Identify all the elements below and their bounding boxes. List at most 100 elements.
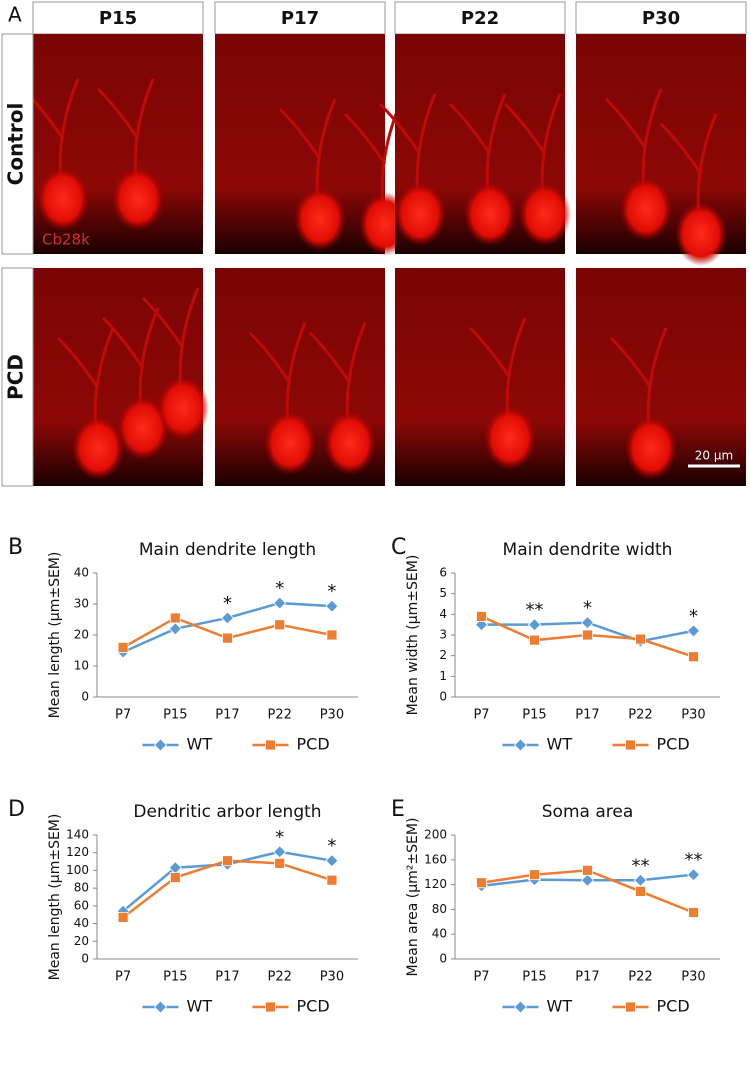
data-point <box>222 632 233 644</box>
significance-mark: * <box>223 593 232 614</box>
significance-mark: ** <box>632 855 650 876</box>
y-tick-label: 3 <box>439 628 447 642</box>
y-tick-label: 0 <box>439 952 447 966</box>
y-tick-label: 80 <box>74 881 89 895</box>
panel-label: D <box>8 797 25 822</box>
x-tick-label: P7 <box>115 708 131 723</box>
significance-mark: ** <box>685 850 703 871</box>
legend-label: PCD <box>657 997 690 1016</box>
soma <box>484 406 536 470</box>
y-tick-label: 80 <box>432 902 447 916</box>
data-point <box>169 612 181 624</box>
x-tick-label: P7 <box>473 708 489 723</box>
x-tick-label: P22 <box>628 708 652 723</box>
x-tick-label: P30 <box>681 708 705 723</box>
data-point <box>476 877 487 889</box>
y-axis-label: Mean length (µm±SEM) <box>47 552 63 719</box>
legend-label: WT <box>547 997 573 1016</box>
data-point <box>325 599 339 613</box>
data-point <box>688 907 699 918</box>
y-tick-label: 160 <box>424 852 447 866</box>
x-tick-label: P30 <box>681 970 705 985</box>
legend-marker <box>265 739 276 751</box>
column-header-box <box>32 1 204 35</box>
data-point <box>580 873 595 887</box>
y-tick-label: 6 <box>439 566 447 580</box>
soma <box>112 167 164 231</box>
x-tick-label: P30 <box>320 708 344 723</box>
y-tick-label: 20 <box>74 628 89 642</box>
data-point <box>527 618 542 632</box>
micrograph <box>395 268 565 486</box>
data-point <box>220 611 235 625</box>
y-tick-label: 20 <box>74 934 89 948</box>
soma <box>394 182 446 246</box>
data-point <box>325 854 339 868</box>
data-point <box>635 886 646 897</box>
data-point <box>222 855 233 867</box>
chart-title: Soma area <box>542 802 633 822</box>
data-point <box>688 651 699 663</box>
y-axis-label: Mean width (µm±SEM) <box>405 555 421 716</box>
y-tick-label: 0 <box>81 690 89 704</box>
soma <box>675 202 727 266</box>
y-tick-label: 40 <box>74 916 89 930</box>
panel-label: E <box>391 797 405 822</box>
soma <box>519 182 571 246</box>
legend-marker <box>265 1001 276 1013</box>
y-tick-label: 0 <box>439 690 447 704</box>
data-point <box>686 868 701 882</box>
x-tick-label: P22 <box>628 970 652 985</box>
scale-bar-label: 20 µm <box>695 449 733 463</box>
x-tick-label: P15 <box>163 970 187 985</box>
legend-label: WT <box>187 997 213 1016</box>
x-tick-label: P7 <box>115 970 131 985</box>
x-tick-label: P17 <box>575 970 599 985</box>
x-tick-label: P30 <box>320 970 344 985</box>
y-tick-label: 40 <box>74 566 89 580</box>
y-tick-label: 4 <box>439 607 447 621</box>
chart-title: Main dendrite width <box>503 540 673 560</box>
soma <box>625 416 677 480</box>
column-header: P17 <box>281 8 319 29</box>
soma <box>37 167 89 231</box>
stain-label: Cb28k <box>42 231 90 249</box>
data-point <box>686 624 701 638</box>
x-tick-label: P7 <box>473 970 489 985</box>
soma <box>464 182 516 246</box>
x-tick-label: P15 <box>522 708 546 723</box>
y-tick-label: 40 <box>432 927 447 941</box>
legend-label: WT <box>547 735 573 754</box>
x-tick-label: P22 <box>268 708 292 723</box>
x-tick-label: P15 <box>522 970 546 985</box>
significance-mark: * <box>275 827 284 848</box>
data-point <box>273 845 287 859</box>
significance-mark: * <box>327 581 336 602</box>
soma <box>72 416 124 480</box>
column-header: P15 <box>99 8 137 29</box>
y-tick-label: 30 <box>74 597 89 611</box>
y-tick-label: 1 <box>439 669 447 683</box>
x-tick-label: P17 <box>215 970 239 985</box>
soma <box>117 396 169 460</box>
panel-label: C <box>391 535 406 560</box>
y-tick-label: 140 <box>66 828 89 842</box>
y-tick-label: 10 <box>74 659 89 673</box>
x-tick-label: P17 <box>575 708 599 723</box>
y-tick-label: 100 <box>66 863 89 877</box>
row-label: Control <box>4 103 28 186</box>
legend-marker <box>513 738 528 752</box>
significance-mark: * <box>327 836 336 857</box>
data-point <box>326 629 338 641</box>
data-point <box>582 629 593 641</box>
data-point <box>635 633 646 645</box>
y-tick-label: 120 <box>424 877 447 891</box>
data-point <box>168 622 182 636</box>
y-axis-label: Mean area (µm²±SEM) <box>405 818 421 977</box>
legend-marker <box>625 739 636 751</box>
legend-marker <box>153 1000 168 1014</box>
column-header: P22 <box>461 8 499 29</box>
data-point <box>169 872 181 883</box>
soma <box>294 187 346 251</box>
